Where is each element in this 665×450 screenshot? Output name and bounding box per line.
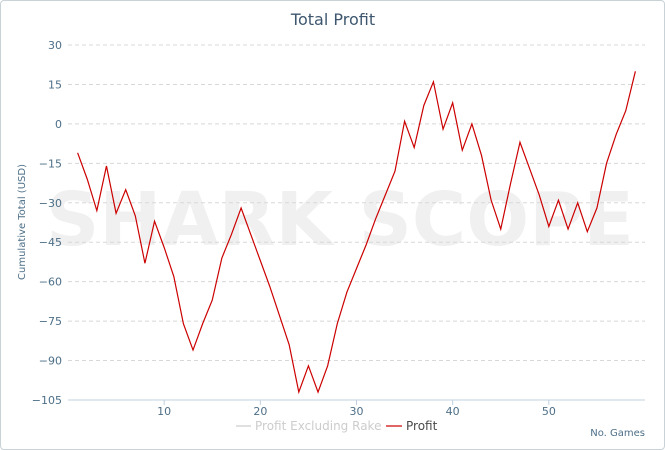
x-tick-label: 20 — [253, 405, 267, 418]
y-tick-label: 15 — [48, 78, 62, 91]
legend-item-profit[interactable]: Profit — [386, 419, 438, 433]
legend-item-profit-excluding-rake[interactable]: Profit Excluding Rake — [236, 419, 381, 433]
chart-title: Total Profit — [290, 10, 375, 29]
y-tick-label: −75 — [39, 315, 62, 328]
y-tick-label: 0 — [55, 118, 62, 131]
x-tick-label: 30 — [350, 405, 364, 418]
y-axis-ticks: 30 15 0 −15 −30 −45 −60 −75 −90 −105 — [32, 39, 62, 407]
y-tick-label: −30 — [39, 197, 62, 210]
legend[interactable]: Profit Excluding Rake Profit — [236, 419, 438, 433]
y-tick-label: −60 — [39, 276, 62, 289]
x-axis-label: No. Games — [590, 428, 645, 439]
series-group — [77, 71, 636, 395]
y-tick-label: −15 — [39, 157, 62, 170]
y-tick-label: −105 — [32, 394, 62, 407]
legend-label: Profit Excluding Rake — [255, 419, 381, 433]
y-tick-label: 30 — [48, 39, 62, 52]
x-axis-ticks: 10 20 30 40 50 — [157, 400, 556, 418]
watermark-text: SHARK SCOPE — [46, 177, 634, 263]
x-tick-label: 50 — [542, 405, 556, 418]
y-axis-label: Cumulative Total (USD) — [17, 164, 28, 280]
y-tick-label: −45 — [39, 236, 62, 249]
y-tick-label: −90 — [39, 355, 62, 368]
x-tick-label: 40 — [446, 405, 460, 418]
series-line-profit[interactable] — [77, 71, 636, 395]
x-tick-label: 10 — [157, 405, 171, 418]
legend-label: Profit — [406, 419, 438, 433]
